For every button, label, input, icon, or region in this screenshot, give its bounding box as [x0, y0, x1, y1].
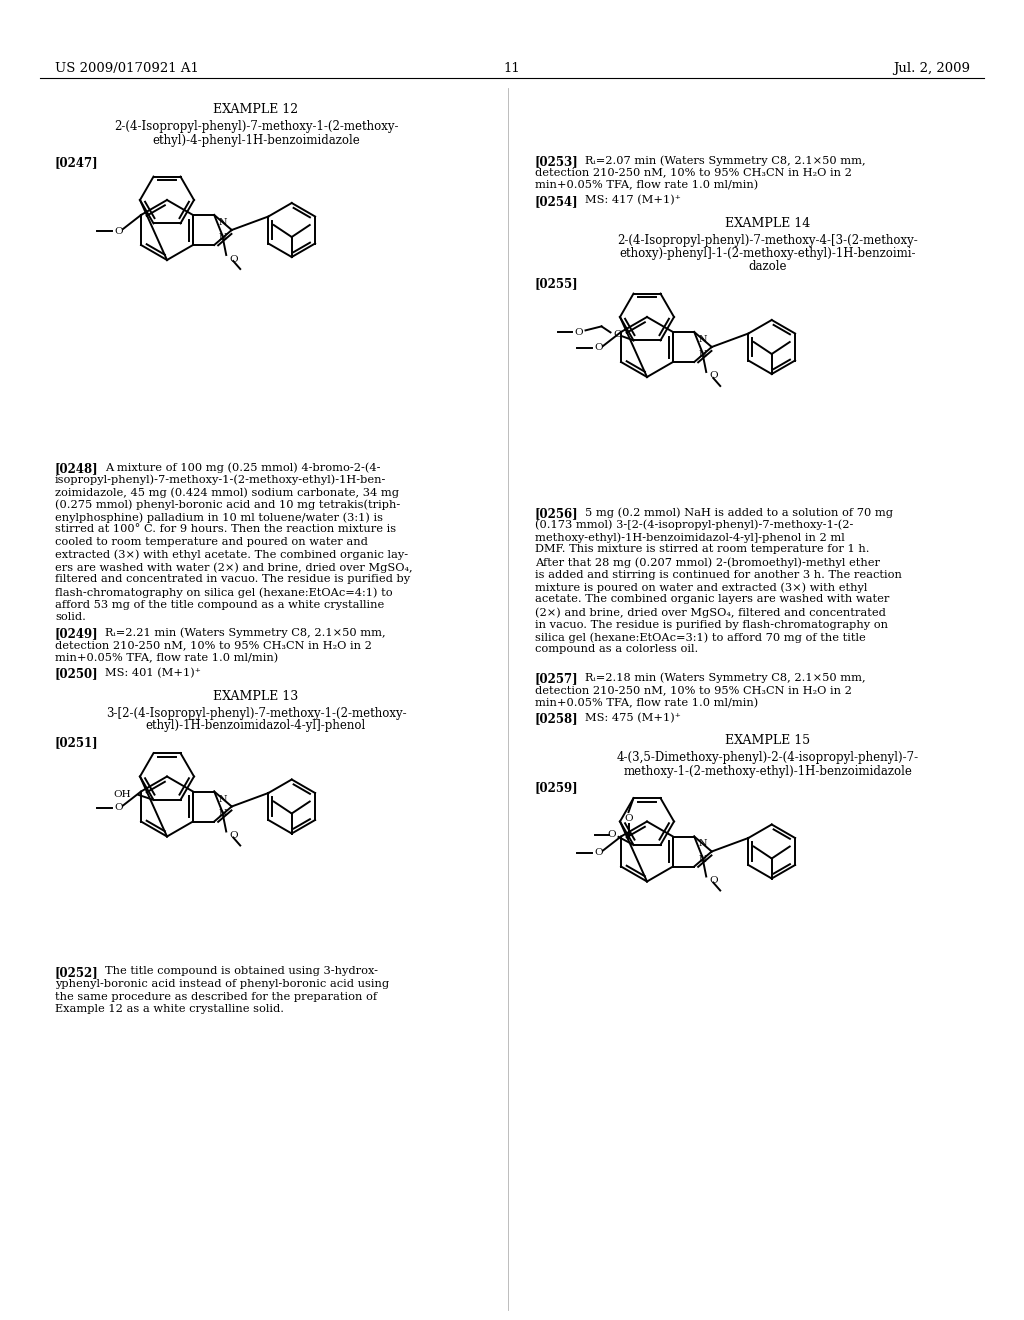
Text: N: N [698, 350, 707, 359]
Text: [0255]: [0255] [535, 277, 579, 290]
Text: min+0.05% TFA, flow rate 1.0 ml/min): min+0.05% TFA, flow rate 1.0 ml/min) [535, 180, 758, 190]
Text: detection 210-250 nM, 10% to 95% CH₃CN in H₂O in 2: detection 210-250 nM, 10% to 95% CH₃CN i… [535, 685, 852, 696]
Text: N: N [218, 795, 226, 804]
Text: [0250]: [0250] [55, 668, 98, 681]
Text: After that 28 mg (0.207 mmol) 2-(bromoethyl)-methyl ether: After that 28 mg (0.207 mmol) 2-(bromoet… [535, 557, 880, 568]
Text: is added and stirring is continued for another 3 h. The reaction: is added and stirring is continued for a… [535, 569, 902, 579]
Text: Rᵢ=2.21 min (Waters Symmetry C8, 2.1×50 mm,: Rᵢ=2.21 min (Waters Symmetry C8, 2.1×50 … [105, 627, 386, 638]
Text: DMF. This mixture is stirred at room temperature for 1 h.: DMF. This mixture is stirred at room tem… [535, 544, 869, 554]
Text: EXAMPLE 13: EXAMPLE 13 [213, 689, 299, 702]
Text: [0259]: [0259] [535, 781, 579, 795]
Text: N: N [218, 809, 226, 818]
Text: O: O [574, 327, 583, 337]
Text: acetate. The combined organic layers are washed with water: acetate. The combined organic layers are… [535, 594, 890, 605]
Text: N: N [218, 218, 226, 227]
Text: 2-(4-Isopropyl-phenyl)-7-methoxy-4-[3-(2-methoxy-: 2-(4-Isopropyl-phenyl)-7-methoxy-4-[3-(2… [617, 234, 919, 247]
Text: flash-chromatography on silica gel (hexane:EtOAc=4:1) to: flash-chromatography on silica gel (hexa… [55, 587, 392, 598]
Text: silica gel (hexane:EtOAc=3:1) to afford 70 mg of the title: silica gel (hexane:EtOAc=3:1) to afford … [535, 632, 865, 643]
Text: The title compound is obtained using 3-hydrox-: The title compound is obtained using 3-h… [105, 966, 378, 977]
Text: 2-(4-Isopropyl-phenyl)-7-methoxy-1-(2-methoxy-: 2-(4-Isopropyl-phenyl)-7-methoxy-1-(2-me… [114, 120, 398, 133]
Text: solid.: solid. [55, 612, 86, 622]
Text: N: N [698, 854, 707, 863]
Text: ethoxy)-phenyl]-1-(2-methoxy-ethyl)-1H-benzoimi-: ethoxy)-phenyl]-1-(2-methoxy-ethyl)-1H-b… [620, 247, 916, 260]
Text: O: O [229, 255, 238, 264]
Text: O: O [709, 371, 718, 380]
Text: O: O [709, 876, 718, 884]
Text: [0251]: [0251] [55, 737, 98, 750]
Text: O: O [595, 343, 603, 352]
Text: N: N [698, 840, 707, 849]
Text: ethyl)-4-phenyl-1H-benzoimidazole: ethyl)-4-phenyl-1H-benzoimidazole [153, 135, 359, 147]
Text: detection 210-250 nM, 10% to 95% CH₃CN in H₂O in 2: detection 210-250 nM, 10% to 95% CH₃CN i… [55, 640, 372, 649]
Text: zoimidazole, 45 mg (0.424 mmol) sodium carbonate, 34 mg: zoimidazole, 45 mg (0.424 mmol) sodium c… [55, 487, 399, 498]
Text: [0247]: [0247] [55, 156, 98, 169]
Text: [0258]: [0258] [535, 713, 579, 726]
Text: (2×) and brine, dried over MgSO₄, filtered and concentrated: (2×) and brine, dried over MgSO₄, filter… [535, 607, 886, 618]
Text: Rᵢ=2.18 min (Waters Symmetry C8, 2.1×50 mm,: Rᵢ=2.18 min (Waters Symmetry C8, 2.1×50 … [585, 672, 865, 682]
Text: 5 mg (0.2 mmol) NaH is added to a solution of 70 mg: 5 mg (0.2 mmol) NaH is added to a soluti… [585, 507, 893, 517]
Text: enylphosphine) palladium in 10 ml toluene/water (3:1) is: enylphosphine) palladium in 10 ml toluen… [55, 512, 383, 523]
Text: the same procedure as described for the preparation of: the same procedure as described for the … [55, 991, 377, 1002]
Text: yphenyl-boronic acid instead of phenyl-boronic acid using: yphenyl-boronic acid instead of phenyl-b… [55, 979, 389, 989]
Text: min+0.05% TFA, flow rate 1.0 ml/min): min+0.05% TFA, flow rate 1.0 ml/min) [535, 697, 758, 708]
Text: [0256]: [0256] [535, 507, 579, 520]
Text: dazole: dazole [749, 260, 787, 273]
Text: cooled to room temperature and poured on water and: cooled to room temperature and poured on… [55, 537, 368, 546]
Text: MS: 417 (M+1)⁺: MS: 417 (M+1)⁺ [585, 195, 681, 206]
Text: [0249]: [0249] [55, 627, 98, 640]
Text: US 2009/0170921 A1: US 2009/0170921 A1 [55, 62, 199, 75]
Text: MS: 401 (M+1)⁺: MS: 401 (M+1)⁺ [105, 668, 201, 677]
Text: EXAMPLE 15: EXAMPLE 15 [725, 734, 811, 747]
Text: O: O [115, 803, 123, 812]
Text: ethyl)-1H-benzoimidazol-4-yl]-phenol: ethyl)-1H-benzoimidazol-4-yl]-phenol [145, 719, 367, 733]
Text: Example 12 as a white crystalline solid.: Example 12 as a white crystalline solid. [55, 1005, 284, 1014]
Text: extracted (3×) with ethyl acetate. The combined organic lay-: extracted (3×) with ethyl acetate. The c… [55, 549, 409, 560]
Text: afford 53 mg of the title compound as a white crystalline: afford 53 mg of the title compound as a … [55, 599, 384, 610]
Text: filtered and concentrated in vacuo. The residue is purified by: filtered and concentrated in vacuo. The … [55, 574, 411, 585]
Text: A mixture of 100 mg (0.25 mmol) 4-bromo-2-(4-: A mixture of 100 mg (0.25 mmol) 4-bromo-… [105, 462, 381, 473]
Text: methoxy-ethyl)-1H-benzoimidazol-4-yl]-phenol in 2 ml: methoxy-ethyl)-1H-benzoimidazol-4-yl]-ph… [535, 532, 845, 543]
Text: OH: OH [113, 791, 130, 800]
Text: methoxy-1-(2-methoxy-ethyl)-1H-benzoimidazole: methoxy-1-(2-methoxy-ethyl)-1H-benzoimid… [624, 764, 912, 777]
Text: (0.173 mmol) 3-[2-(4-isopropyl-phenyl)-7-methoxy-1-(2-: (0.173 mmol) 3-[2-(4-isopropyl-phenyl)-7… [535, 520, 853, 531]
Text: detection 210-250 nM, 10% to 95% CH₃CN in H₂O in 2: detection 210-250 nM, 10% to 95% CH₃CN i… [535, 168, 852, 177]
Text: N: N [218, 234, 226, 242]
Text: O: O [115, 227, 123, 235]
Text: min+0.05% TFA, flow rate 1.0 ml/min): min+0.05% TFA, flow rate 1.0 ml/min) [55, 652, 279, 663]
Text: 3-[2-(4-Isopropyl-phenyl)-7-methoxy-1-(2-methoxy-: 3-[2-(4-Isopropyl-phenyl)-7-methoxy-1-(2… [105, 706, 407, 719]
Text: 11: 11 [504, 62, 520, 75]
Text: [0253]: [0253] [535, 154, 579, 168]
Text: [0257]: [0257] [535, 672, 579, 685]
Text: 4-(3,5-Dimethoxy-phenyl)-2-(4-isopropyl-phenyl)-7-: 4-(3,5-Dimethoxy-phenyl)-2-(4-isopropyl-… [616, 751, 920, 764]
Text: O: O [229, 832, 238, 840]
Text: EXAMPLE 14: EXAMPLE 14 [725, 216, 811, 230]
Text: EXAMPLE 12: EXAMPLE 12 [213, 103, 299, 116]
Text: O: O [607, 830, 615, 840]
Text: O: O [613, 330, 622, 339]
Text: stirred at 100° C. for 9 hours. Then the reaction mixture is: stirred at 100° C. for 9 hours. Then the… [55, 524, 396, 535]
Text: O: O [625, 813, 633, 822]
Text: N: N [698, 335, 707, 345]
Text: in vacuo. The residue is purified by flash-chromatography on: in vacuo. The residue is purified by fla… [535, 619, 888, 630]
Text: [0254]: [0254] [535, 195, 579, 209]
Text: Jul. 2, 2009: Jul. 2, 2009 [893, 62, 970, 75]
Text: mixture is poured on water and extracted (3×) with ethyl: mixture is poured on water and extracted… [535, 582, 867, 593]
Text: [0248]: [0248] [55, 462, 98, 475]
Text: isopropyl-phenyl)-7-methoxy-1-(2-methoxy-ethyl)-1H-ben-: isopropyl-phenyl)-7-methoxy-1-(2-methoxy… [55, 474, 386, 484]
Text: O: O [595, 847, 603, 857]
Text: ers are washed with water (2×) and brine, dried over MgSO₄,: ers are washed with water (2×) and brine… [55, 562, 413, 573]
Text: compound as a colorless oil.: compound as a colorless oil. [535, 644, 698, 655]
Text: MS: 475 (M+1)⁺: MS: 475 (M+1)⁺ [585, 713, 681, 723]
Text: Rᵢ=2.07 min (Waters Symmetry C8, 2.1×50 mm,: Rᵢ=2.07 min (Waters Symmetry C8, 2.1×50 … [585, 154, 865, 165]
Text: (0.275 mmol) phenyl-boronic acid and 10 mg tetrakis(triph-: (0.275 mmol) phenyl-boronic acid and 10 … [55, 499, 400, 510]
Text: [0252]: [0252] [55, 966, 98, 979]
